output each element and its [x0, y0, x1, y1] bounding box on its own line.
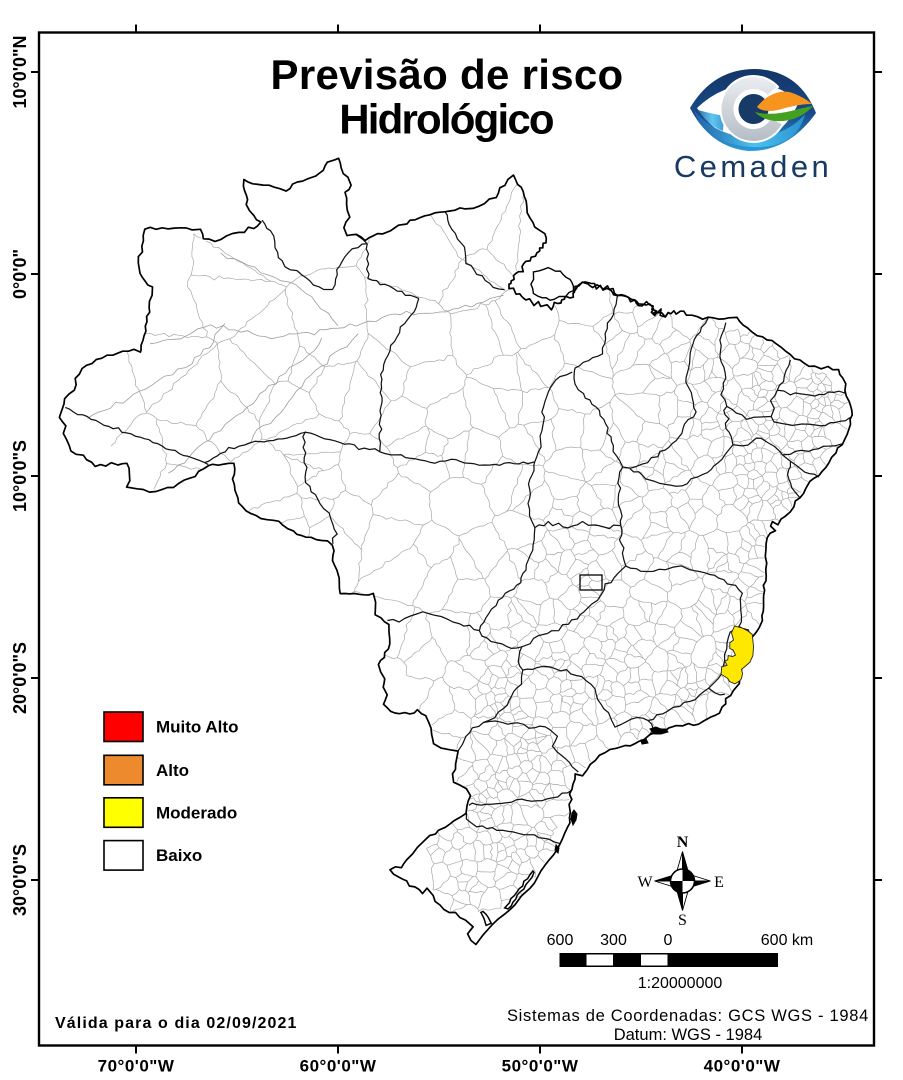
svg-text:Sistemas de Coordenadas: GCS W: Sistemas de Coordenadas: GCS WGS - 1984	[507, 1007, 869, 1025]
svg-text:10°0'0"N: 10°0'0"N	[10, 35, 30, 108]
svg-text:20°0'0"S: 20°0'0"S	[10, 642, 30, 714]
svg-text:50°0'0"W: 50°0'0"W	[502, 1057, 579, 1076]
svg-text:Hidrológico: Hidrológico	[339, 96, 554, 143]
svg-text:Cemaden: Cemaden	[674, 149, 832, 184]
svg-text:Moderado: Moderado	[156, 803, 237, 822]
svg-text:40°0'0"W: 40°0'0"W	[704, 1057, 781, 1076]
svg-text:Datum: WGS - 1984: Datum: WGS - 1984	[614, 1026, 763, 1044]
svg-text:60°0'0"W: 60°0'0"W	[300, 1057, 377, 1076]
svg-text:Baixo: Baixo	[156, 846, 202, 865]
svg-text:W: W	[637, 874, 653, 891]
svg-text:Muito Alto: Muito Alto	[156, 718, 238, 737]
svg-text:N: N	[677, 834, 689, 851]
svg-text:S: S	[678, 912, 687, 929]
svg-text:0°0'0": 0°0'0"	[10, 249, 30, 299]
svg-text:30°0'0"S: 30°0'0"S	[10, 844, 30, 916]
svg-text:300: 300	[600, 932, 627, 949]
svg-text:E: E	[714, 874, 724, 891]
svg-text:1:20000000: 1:20000000	[638, 975, 723, 992]
svg-text:Alto: Alto	[156, 761, 189, 780]
svg-text:70°0'0"W: 70°0'0"W	[98, 1057, 175, 1076]
svg-text:10°0'0"S: 10°0'0"S	[10, 440, 30, 512]
svg-text:600: 600	[547, 932, 574, 949]
svg-text:Previsão de risco: Previsão de risco	[271, 51, 624, 98]
svg-text:Válida para o dia 02/09/2021: Válida para o dia 02/09/2021	[55, 1015, 297, 1032]
svg-text:600 km: 600 km	[761, 932, 813, 949]
svg-text:0: 0	[664, 932, 673, 949]
